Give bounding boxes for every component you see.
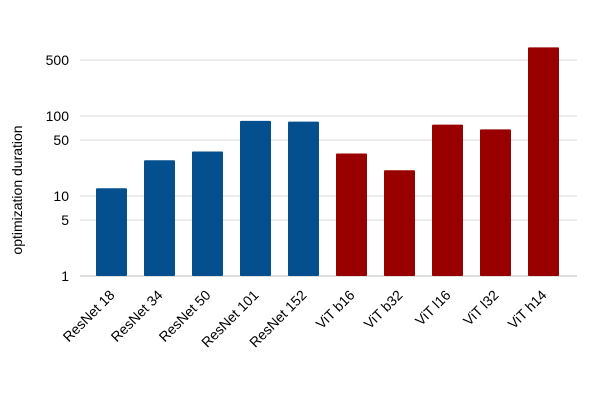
x-tick-label: ViT l16 xyxy=(412,287,454,329)
bar xyxy=(288,121,319,276)
y-tick-label: 5 xyxy=(61,212,69,228)
x-tick-label: ViT b16 xyxy=(313,287,358,332)
bar xyxy=(384,170,415,276)
y-tick-label: 500 xyxy=(46,52,70,68)
y-tick-label: 100 xyxy=(46,108,70,124)
bar xyxy=(336,153,367,276)
bar xyxy=(240,120,271,276)
bar xyxy=(144,160,175,276)
x-tick-label: ViT h14 xyxy=(505,287,550,332)
y-tick-label: 50 xyxy=(53,132,69,148)
bar xyxy=(480,129,511,276)
bar xyxy=(96,188,127,276)
y-axis-ticks: 1 5 10 50 100 500 xyxy=(46,52,70,284)
y-tick-label: 1 xyxy=(61,268,69,284)
x-tick-label: ViT b32 xyxy=(361,287,406,332)
x-tick-label: ViT l32 xyxy=(460,287,502,329)
bar xyxy=(432,124,463,276)
y-tick-label: 10 xyxy=(53,188,69,204)
bars xyxy=(96,47,559,277)
bar xyxy=(528,47,559,277)
y-axis-title: optimization duration xyxy=(9,125,25,254)
bar xyxy=(192,151,223,276)
